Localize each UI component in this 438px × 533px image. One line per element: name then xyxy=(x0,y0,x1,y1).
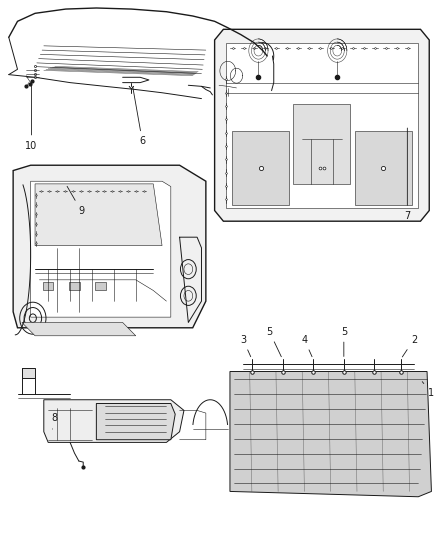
Text: 4: 4 xyxy=(301,335,312,357)
Polygon shape xyxy=(95,282,106,290)
Polygon shape xyxy=(44,400,184,442)
Polygon shape xyxy=(215,29,429,221)
Polygon shape xyxy=(43,282,53,290)
Text: 5: 5 xyxy=(341,327,347,357)
Polygon shape xyxy=(35,184,162,246)
Text: 9: 9 xyxy=(67,187,84,215)
Text: 2: 2 xyxy=(403,335,417,357)
Text: 3: 3 xyxy=(240,335,251,357)
Polygon shape xyxy=(22,368,35,378)
Polygon shape xyxy=(232,131,289,205)
Polygon shape xyxy=(355,131,412,205)
Text: 6: 6 xyxy=(133,87,145,146)
Polygon shape xyxy=(31,181,171,317)
Text: 7: 7 xyxy=(404,128,410,221)
Polygon shape xyxy=(226,43,418,208)
Polygon shape xyxy=(69,282,80,290)
Text: 5: 5 xyxy=(266,327,281,357)
Polygon shape xyxy=(230,372,431,497)
Polygon shape xyxy=(22,322,136,336)
Text: 8: 8 xyxy=(52,414,58,429)
Text: 1: 1 xyxy=(422,382,434,398)
Polygon shape xyxy=(96,403,175,440)
Polygon shape xyxy=(13,165,206,328)
Polygon shape xyxy=(293,104,350,184)
Text: 10: 10 xyxy=(25,85,38,150)
